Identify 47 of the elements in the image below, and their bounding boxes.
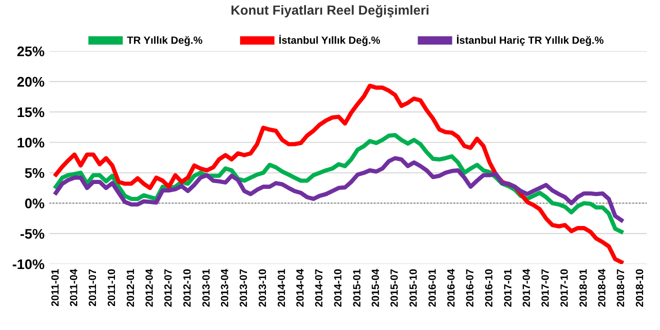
- x-tick-label: 2016-10: [485, 269, 492, 307]
- x-tick-label: 2012-07: [164, 269, 172, 307]
- x-tick-label: 2013-07: [240, 269, 248, 307]
- x-tick-label: 2017-10: [560, 269, 568, 307]
- x-tick-label: 2012-04: [146, 268, 153, 307]
- y-tick-label: 10%: [18, 138, 44, 148]
- line-series: [54, 156, 624, 222]
- x-tick-label: 2018-04: [598, 268, 606, 307]
- x-tick-label: 2015-01: [353, 269, 360, 307]
- x-tick-label: 2016-07: [466, 269, 474, 307]
- line-series: [54, 84, 624, 264]
- x-tick-label: 2016-04: [447, 268, 455, 307]
- y-tick-label: 0%: [25, 198, 44, 208]
- y-tick-label: 20%: [17, 76, 44, 87]
- x-tick-label: 2014-01: [278, 269, 286, 307]
- y-tick-label: 15%: [18, 107, 44, 118]
- y-tick-label: -10%: [12, 259, 44, 270]
- legend-label: TR Yıllık Değ.%: [127, 36, 202, 46]
- x-tick-label: 2011-01: [51, 269, 59, 306]
- x-tick-label: 2017-07: [541, 269, 549, 307]
- x-tick-label: 2013-10: [258, 269, 266, 307]
- x-tick-label: 2018-01: [579, 269, 587, 307]
- y-tick-label: -5%: [20, 228, 44, 239]
- legend-label: İstanbul Yıllık Değ.%: [279, 34, 380, 46]
- x-tick-label: 2014-10: [334, 269, 342, 307]
- x-tick-label: 2017-01: [504, 269, 512, 307]
- x-tick-label: 2016-01: [428, 269, 436, 307]
- x-tick-label: 2015-04: [372, 268, 380, 307]
- x-tick-label: 2012-01: [126, 269, 134, 307]
- x-tick-label: 2015-10: [409, 269, 417, 307]
- x-tick-label: 2018-07: [616, 269, 624, 307]
- x-tick-label: 2011-07: [88, 269, 96, 306]
- x-tick-label: 2017-04: [522, 268, 530, 307]
- legend-label: İstanbul Hariç TR Yıllık Değ.%: [457, 34, 604, 46]
- x-tick-label: 2013-01: [202, 269, 210, 307]
- chart-title: Konut Fiyatları Reel Değişimleri: [232, 4, 428, 18]
- x-tick-label: 2013-04: [220, 268, 228, 307]
- x-tick-label: 2018-10: [636, 269, 644, 307]
- y-tick-label: 25%: [17, 46, 44, 56]
- x-tick-label: 2015-07: [390, 269, 398, 307]
- x-tick-label: 2011-04: [70, 268, 78, 306]
- line-series: [54, 132, 624, 234]
- x-tick-label: 2011-10: [108, 269, 116, 306]
- x-tick-label: 2014-07: [315, 269, 322, 307]
- x-tick-label: 2014-04: [296, 268, 304, 307]
- y-tick-label: 5%: [24, 168, 44, 178]
- x-tick-label: 2012-10: [183, 269, 191, 307]
